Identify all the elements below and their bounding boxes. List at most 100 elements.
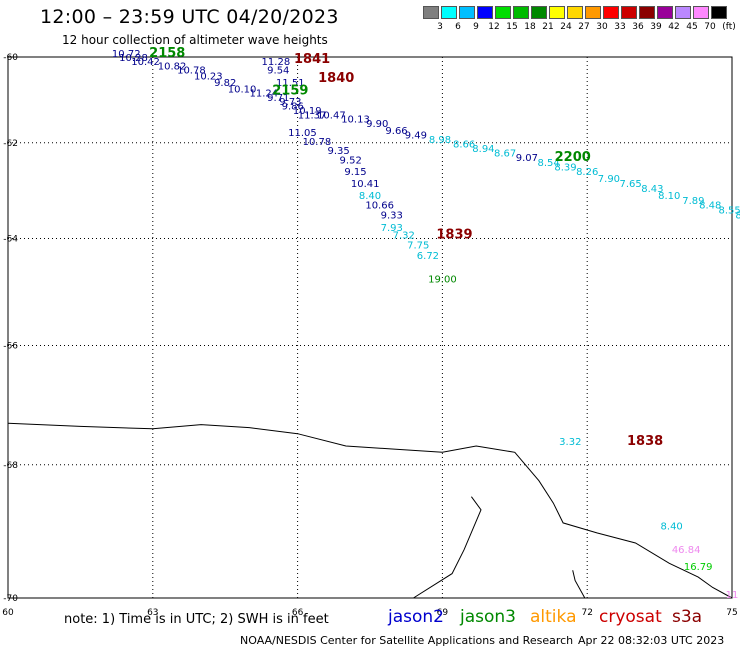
legend-label: 9 xyxy=(473,22,479,32)
x-tick-label: 72 xyxy=(581,608,592,618)
legend-label: 36 xyxy=(632,22,644,32)
legend-label: 45 xyxy=(686,22,698,32)
wave-height-label: 8.67 xyxy=(494,148,516,159)
time-label: 1840 xyxy=(318,71,354,86)
legend-swatch xyxy=(513,6,529,19)
legend-swatch xyxy=(693,6,709,19)
satellite-jason2: jason2 xyxy=(388,607,444,627)
legend-swatch xyxy=(585,6,601,19)
legend-swatch xyxy=(441,6,457,19)
x-tick-label: 69 xyxy=(437,608,449,618)
wave-height-label: 10.10 xyxy=(228,84,257,95)
legend-swatch xyxy=(657,6,673,19)
time-label: 1838 xyxy=(627,434,663,449)
legend-swatch xyxy=(495,6,511,19)
wave-height-label: 9.82 xyxy=(214,78,236,89)
x-tick-label: 63 xyxy=(147,608,158,618)
legend-swatch xyxy=(459,6,475,19)
wave-height-label: 10.19 xyxy=(293,106,322,117)
legend-unit: (ft) xyxy=(722,22,736,32)
wave-height-label: 10.47 xyxy=(317,110,346,121)
wave-height-label: 10.13 xyxy=(341,115,370,126)
wave-height-label: 11.05 xyxy=(288,128,317,139)
wave-height-label: 8.46 xyxy=(735,211,740,222)
wave-height-label: 8.39 xyxy=(554,162,576,173)
time-label: 1839 xyxy=(436,228,472,243)
legend-label: 42 xyxy=(668,22,680,32)
wave-height-label: 10.41 xyxy=(351,179,380,190)
legend-swatch xyxy=(423,6,439,19)
y-tick-label: -62 xyxy=(3,139,18,149)
wave-height-label: 7.32 xyxy=(393,231,415,242)
wave-height-label: 9.73 xyxy=(279,97,301,108)
wave-height-label: 8.55 xyxy=(718,206,740,217)
legend-swatch xyxy=(531,6,547,19)
wave-height-label: 8.26 xyxy=(576,167,598,178)
legend-swatch xyxy=(477,6,493,19)
time-label: 1841 xyxy=(294,52,330,67)
legend-swatch xyxy=(711,6,727,19)
wave-height-label: 10.66 xyxy=(365,201,394,212)
wave-height-label: 10.23 xyxy=(194,72,223,83)
plot-frame xyxy=(7,56,733,599)
y-tick-label: -60 xyxy=(3,53,18,63)
wave-height-label: 10.28 xyxy=(119,53,148,64)
y-tick-label: -68 xyxy=(3,461,18,471)
wave-height-label: 8.48 xyxy=(699,201,721,212)
legend-label: 12 xyxy=(488,22,500,32)
wave-height-label: 46.84 xyxy=(672,545,701,556)
legend-label: 30 xyxy=(596,22,608,32)
chart-title: 12:00 – 23:59 UTC 04/20/2023 xyxy=(40,6,339,28)
wave-height-label: 9.90 xyxy=(366,119,388,130)
wave-height-label: 11.28 xyxy=(262,57,291,68)
legend-label: 3 xyxy=(437,22,443,32)
legend-swatch xyxy=(621,6,637,19)
wave-height-label: 8.54 xyxy=(537,158,559,169)
time-label: 2200 xyxy=(555,150,591,165)
coastline xyxy=(572,570,586,599)
legend-swatch xyxy=(567,6,583,19)
wave-height-label: 9.86 xyxy=(282,102,304,113)
legend-label: 24 xyxy=(560,22,572,32)
wave-height-label: 11.51 xyxy=(276,78,305,89)
legend-swatch xyxy=(639,6,655,19)
coastline xyxy=(7,422,733,599)
y-tick-label: -70 xyxy=(3,594,18,604)
wave-height-label: 7.89 xyxy=(682,196,704,207)
wave-height-label: 7.65 xyxy=(620,179,642,190)
legend-label: 18 xyxy=(524,22,536,32)
wave-height-label: 9.49 xyxy=(405,130,427,141)
legend-label: 15 xyxy=(506,22,518,32)
wave-height-label: 9.54 xyxy=(267,65,289,76)
y-tick-label: -64 xyxy=(3,235,18,245)
wave-height-label: 9.52 xyxy=(340,155,362,166)
wave-height-label: 11.37 xyxy=(298,110,327,121)
wave-height-label: 9.33 xyxy=(381,211,403,222)
wave-height-label: 9.66 xyxy=(385,126,407,137)
wave-height-label: 9.71 xyxy=(267,93,289,104)
time-label: 2158 xyxy=(149,46,185,61)
wave-height-label: 9.07 xyxy=(516,153,538,164)
wave-height-label: 8.40 xyxy=(661,522,683,533)
legend-label: 33 xyxy=(614,22,626,32)
wave-height-label: 11.24 xyxy=(249,89,278,100)
wave-height-label: 11 xyxy=(726,590,739,601)
wave-height-label: 7.75 xyxy=(407,241,429,252)
wave-height-label: 19.00 xyxy=(428,275,457,286)
legend-swatch xyxy=(603,6,619,19)
wave-height-label: 9.15 xyxy=(344,167,366,178)
wave-height-label: 8.66 xyxy=(453,139,475,150)
legend-label: 39 xyxy=(650,22,662,32)
legend-label: 21 xyxy=(542,22,554,32)
wave-height-label: 10.42 xyxy=(131,57,160,68)
satellite-s3a: s3a xyxy=(672,607,703,627)
wave-height-label: 8.40 xyxy=(359,191,381,202)
wave-height-label: 3.32 xyxy=(559,437,581,448)
wave-height-label: 9.35 xyxy=(327,146,349,157)
satellite-altika: altika xyxy=(530,607,577,627)
legend-label: 6 xyxy=(455,22,461,32)
wave-height-label: 10.72 xyxy=(112,49,141,60)
wave-height-label: 6.72 xyxy=(417,251,439,262)
legend-label: 27 xyxy=(578,22,590,32)
